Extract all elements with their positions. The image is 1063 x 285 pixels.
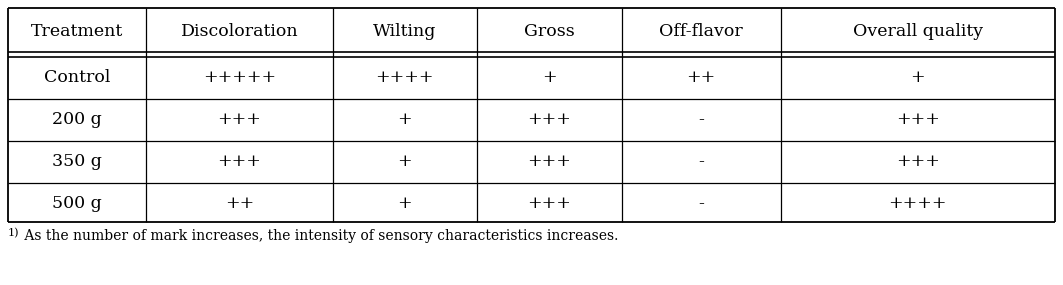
Text: +++++: +++++ [203, 69, 276, 86]
Text: ++++: ++++ [375, 69, 434, 86]
Text: Off-flavor: Off-flavor [659, 23, 743, 40]
Text: 500 g: 500 g [52, 195, 102, 212]
Text: +++: +++ [527, 195, 571, 212]
Text: +: + [398, 111, 412, 128]
Text: +: + [542, 69, 557, 86]
Text: +++: +++ [527, 153, 571, 170]
Text: ++++: ++++ [889, 195, 947, 212]
Text: +++: +++ [527, 111, 571, 128]
Text: +++: +++ [896, 111, 940, 128]
Text: Wilting: Wilting [373, 23, 437, 40]
Text: +++: +++ [896, 153, 940, 170]
Text: As the number of mark increases, the intensity of sensory characteristics increa: As the number of mark increases, the int… [20, 229, 619, 243]
Text: +: + [398, 195, 412, 212]
Text: Gross: Gross [524, 23, 575, 40]
Text: -: - [698, 153, 704, 170]
Text: +++: +++ [218, 153, 261, 170]
Text: Discoloration: Discoloration [181, 23, 299, 40]
Text: 1): 1) [9, 228, 19, 238]
Text: +: + [398, 153, 412, 170]
Text: +++: +++ [218, 111, 261, 128]
Text: 200 g: 200 g [52, 111, 102, 128]
Text: ++: ++ [687, 69, 715, 86]
Text: +: + [911, 69, 925, 86]
Text: -: - [698, 195, 704, 212]
Text: 350 g: 350 g [52, 153, 102, 170]
Text: -: - [698, 111, 704, 128]
Text: Control: Control [44, 69, 111, 86]
Text: Overall quality: Overall quality [853, 23, 983, 40]
Text: ++: ++ [224, 195, 254, 212]
Text: Treatment: Treatment [31, 23, 123, 40]
